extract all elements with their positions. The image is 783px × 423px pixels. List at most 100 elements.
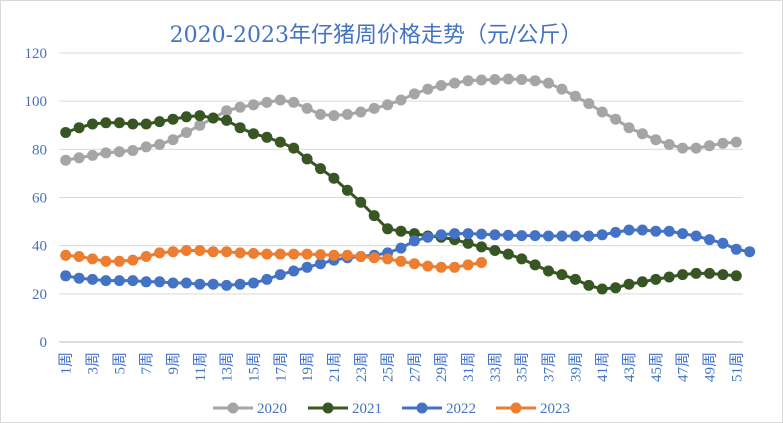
- data-point-2020: [408, 88, 420, 100]
- data-point-2023: [167, 246, 179, 258]
- data-point-2022: [730, 243, 742, 255]
- data-point-2021: [100, 117, 112, 129]
- data-point-2020: [355, 106, 367, 118]
- x-tick-label: 15周: [245, 352, 262, 382]
- x-tick-label: 31周: [460, 352, 477, 382]
- data-point-2022: [569, 230, 581, 242]
- data-point-2020: [636, 128, 648, 140]
- data-point-2022: [717, 237, 729, 249]
- data-point-2021: [180, 111, 192, 123]
- data-point-2020: [435, 80, 447, 91]
- data-point-2022: [315, 258, 326, 270]
- data-point-2022: [234, 278, 246, 290]
- data-point-2021: [462, 237, 474, 249]
- series-2023: [60, 245, 487, 273]
- data-point-2020: [663, 139, 675, 150]
- data-point-2020: [569, 90, 581, 102]
- x-tick-label: 17周: [272, 352, 289, 382]
- data-point-2020: [556, 83, 568, 95]
- data-point-2020: [489, 74, 501, 85]
- series-2020: [60, 73, 742, 166]
- data-point-2022: [663, 225, 675, 237]
- data-point-2022: [583, 230, 595, 242]
- data-point-2021: [650, 273, 662, 285]
- data-point-2023: [194, 245, 206, 256]
- data-point-2021: [248, 128, 259, 140]
- data-point-2022: [301, 261, 313, 273]
- data-point-2023: [221, 246, 233, 258]
- data-point-2022: [744, 246, 756, 258]
- x-tick-label: 49周: [701, 352, 718, 382]
- data-point-2022: [489, 229, 501, 241]
- data-point-2020: [502, 73, 514, 85]
- legend-swatch-marker: [510, 402, 522, 414]
- x-tick-label: 5周: [111, 352, 128, 375]
- data-point-2022: [167, 277, 179, 289]
- data-point-2023: [328, 249, 340, 261]
- data-point-2021: [596, 283, 608, 295]
- data-point-2022: [288, 265, 300, 277]
- x-tick-label: 47周: [675, 352, 692, 382]
- data-point-2020: [382, 99, 394, 111]
- data-point-2023: [100, 255, 112, 267]
- series-group: [60, 73, 756, 295]
- data-point-2023: [476, 257, 487, 268]
- data-point-2022: [650, 225, 662, 237]
- legend-item-2023: 2023: [496, 401, 570, 417]
- data-point-2023: [154, 247, 166, 259]
- data-point-2020: [167, 134, 179, 146]
- data-point-2022: [154, 276, 166, 288]
- data-point-2023: [113, 255, 125, 267]
- legend: 2020 2021 2022 2023: [213, 401, 570, 417]
- data-point-2021: [234, 122, 246, 134]
- data-point-2021: [717, 269, 729, 281]
- data-point-2020: [315, 108, 326, 120]
- data-point-2023: [127, 254, 139, 266]
- data-point-2023: [274, 248, 286, 260]
- data-point-2022: [248, 277, 259, 289]
- data-point-2022: [623, 224, 635, 236]
- data-point-2021: [60, 127, 72, 138]
- legend-label: 2022: [446, 401, 476, 417]
- data-point-2020: [261, 96, 273, 108]
- data-point-2023: [395, 255, 407, 267]
- data-point-2021: [288, 142, 300, 154]
- data-point-2020: [194, 119, 206, 131]
- legend-label: 2021: [352, 401, 382, 417]
- data-point-2020: [717, 137, 729, 149]
- x-tick-label: 11周: [192, 352, 209, 381]
- data-point-2020: [543, 77, 554, 89]
- data-point-2020: [140, 141, 152, 153]
- data-point-2021: [556, 269, 568, 281]
- x-axis-ticks: 1周 3周 5周 7周 9周 11周 13周 15周 17周 19周 21周 23周 25周 27周 29周…: [58, 352, 746, 382]
- legend-label: 2020: [257, 401, 287, 417]
- y-tick-label: 100: [25, 94, 48, 110]
- data-point-2021: [140, 118, 152, 130]
- data-point-2020: [341, 108, 353, 120]
- data-point-2022: [543, 230, 554, 242]
- legend-item-2022: 2022: [402, 401, 476, 417]
- data-point-2021: [529, 259, 541, 271]
- data-point-2021: [127, 118, 139, 130]
- data-point-2020: [623, 122, 635, 134]
- data-point-2020: [328, 110, 340, 122]
- data-point-2022: [274, 269, 286, 281]
- data-point-2022: [261, 273, 273, 285]
- data-point-2021: [73, 122, 85, 134]
- data-point-2022: [502, 229, 514, 241]
- data-point-2020: [113, 146, 125, 158]
- data-point-2023: [382, 253, 394, 265]
- x-tick-label: 9周: [165, 352, 182, 375]
- data-point-2021: [113, 117, 125, 129]
- x-tick-label: 19周: [299, 352, 316, 382]
- data-point-2021: [663, 271, 675, 283]
- data-point-2020: [422, 83, 434, 95]
- data-point-2021: [730, 270, 742, 282]
- data-point-2021: [341, 184, 353, 196]
- data-point-2022: [556, 230, 568, 242]
- data-point-2021: [516, 253, 528, 265]
- data-point-2021: [261, 131, 273, 143]
- data-point-2020: [395, 94, 407, 106]
- chart-title: 2020-2023年仔猪周价格走势（元/公斤）: [170, 23, 583, 48]
